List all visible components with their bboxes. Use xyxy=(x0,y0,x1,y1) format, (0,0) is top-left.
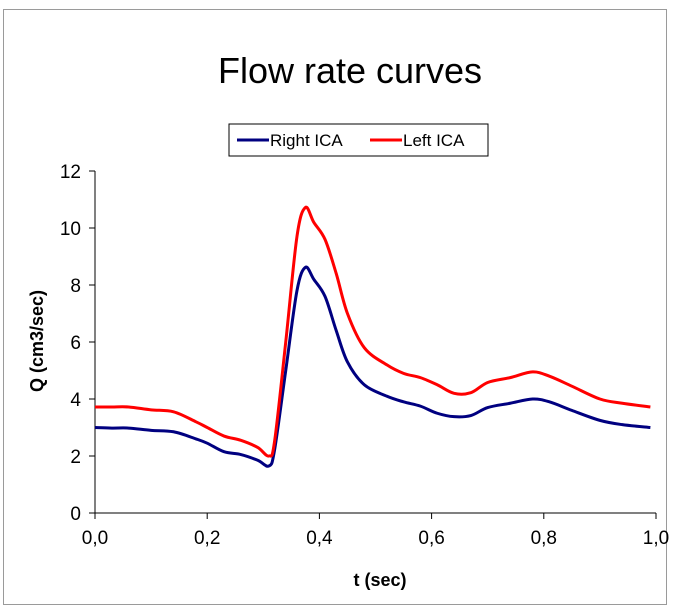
y-tick-label: 10 xyxy=(60,219,81,240)
legend-label-right-ica: Right ICA xyxy=(270,131,343,150)
chart-frame xyxy=(3,9,667,605)
x-tick-label: 0,6 xyxy=(418,528,444,549)
legend-box xyxy=(228,123,489,157)
legend: Right ICA Left ICA xyxy=(228,123,489,157)
y-axis-label: Q (cm3/sec) xyxy=(27,290,47,392)
y-tick-label: 4 xyxy=(70,390,81,411)
chart-title: Flow rate curves xyxy=(218,50,482,91)
y-tick-label: 0 xyxy=(70,504,81,525)
y-tick-label: 12 xyxy=(60,162,81,183)
x-tick-label: 0,2 xyxy=(194,528,220,549)
x-tick-label: 1,0 xyxy=(643,528,669,549)
x-axis-label: t (sec) xyxy=(353,570,406,590)
y-axis-ticks: 0 2 4 6 8 10 12 xyxy=(60,162,95,525)
series-line-left-ica xyxy=(95,205,651,458)
series-group xyxy=(94,205,651,468)
x-tick-label: 0,0 xyxy=(82,528,108,549)
x-tick-label: 0,4 xyxy=(306,528,333,549)
x-tick-label: 0,8 xyxy=(531,528,557,549)
y-tick-label: 8 xyxy=(70,276,81,297)
x-axis-ticks: 0,0 0,2 0,4 0,6 0,8 1,0 xyxy=(82,513,669,549)
series-line-right-ica xyxy=(94,265,651,468)
legend-label-left-ica: Left ICA xyxy=(403,131,465,150)
y-tick-label: 2 xyxy=(70,447,81,468)
y-tick-label: 6 xyxy=(70,333,81,354)
